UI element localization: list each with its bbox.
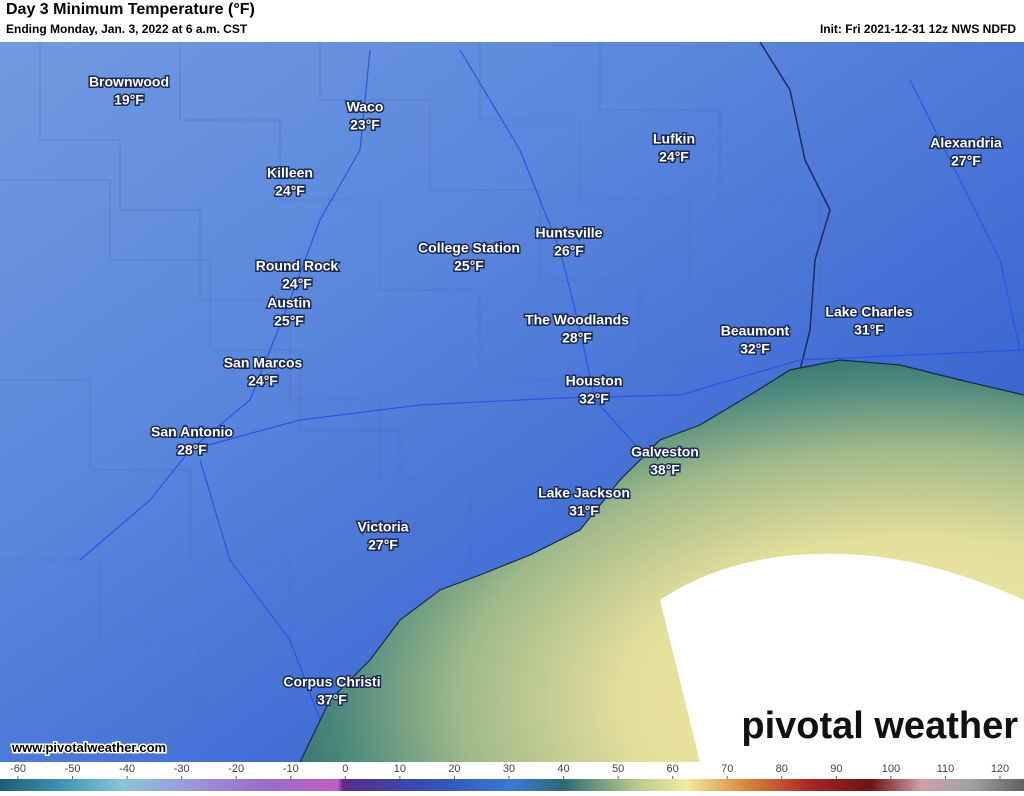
colorbar-tick-label: 10	[394, 763, 406, 775]
off-scale-area	[660, 553, 1024, 762]
city-temp: 32°F	[740, 341, 770, 357]
colorbar-tick-label: -40	[119, 763, 135, 775]
colorbar-tick-label: -30	[174, 763, 190, 775]
city-temp: 28°F	[177, 442, 207, 458]
city-temp: 38°F	[650, 462, 680, 478]
city-name: Lake Charles	[825, 304, 912, 320]
header-bar	[0, 0, 1024, 42]
colorbar-tick-label: 0	[342, 763, 348, 775]
city-temp: 25°F	[454, 258, 484, 274]
city-temp: 31°F	[854, 322, 884, 338]
colorbar-tick-label: -50	[65, 763, 81, 775]
colorbar-tick-label: 50	[612, 763, 624, 775]
city-name: Round Rock	[256, 258, 339, 274]
city-temp: 37°F	[317, 692, 347, 708]
colorbar-tick-label: -10	[283, 763, 299, 775]
city-name: The Woodlands	[525, 312, 629, 328]
city-name: College Station	[418, 240, 520, 256]
city-temp: 27°F	[951, 153, 981, 169]
city-name: Alexandria	[930, 135, 1002, 151]
city-name: Lufkin	[653, 131, 695, 147]
colorbar-tick-label: 100	[882, 763, 900, 775]
city-temp: 24°F	[282, 276, 312, 292]
city-temp: 19°F	[114, 92, 144, 108]
colorbar-tick-label: 70	[721, 763, 733, 775]
city-name: Waco	[347, 99, 384, 115]
city-temp: 23°F	[350, 117, 380, 133]
city-name: Galveston	[631, 444, 699, 460]
city-name: Killeen	[267, 165, 313, 181]
colorbar-tick-label: 40	[557, 763, 569, 775]
coastline	[299, 359, 1024, 763]
city-name: Lake Jackson	[538, 485, 630, 501]
city-temp: 27°F	[368, 537, 398, 553]
highways	[79, 49, 1024, 721]
city-name: Beaumont	[721, 323, 790, 339]
colorbar-tick-label: -60	[10, 763, 26, 775]
city-name: San Antonio	[151, 424, 233, 440]
colorbar-tick-label: 90	[830, 763, 842, 775]
city-name: Huntsville	[536, 225, 603, 241]
city-temp: 24°F	[275, 183, 305, 199]
city-name: Houston	[566, 373, 623, 389]
subtitle: Ending Monday, Jan. 3, 2022 at 6 a.m. CS…	[6, 22, 248, 36]
city-name: San Marcos	[224, 355, 303, 371]
colorbar-tick-label: -20	[228, 763, 244, 775]
city-temp: 31°F	[569, 503, 599, 519]
colorbar-tick-label: 20	[448, 763, 460, 775]
city-name: Brownwood	[89, 74, 169, 90]
colorbar-tick-label: 80	[776, 763, 788, 775]
init-time: Init: Fri 2021-12-31 12z NWS NDFD	[820, 22, 1016, 36]
city-name: Victoria	[357, 519, 408, 535]
city-temp: 25°F	[274, 313, 304, 329]
city-temp: 24°F	[248, 373, 278, 389]
title: Day 3 Minimum Temperature (°F)	[6, 1, 255, 18]
colorbar-tick-label: 60	[667, 763, 679, 775]
site-url: www.pivotalweather.com	[11, 740, 166, 755]
state-border	[759, 41, 831, 371]
colorbar	[0, 779, 1024, 791]
county-lines	[0, 42, 921, 721]
city-temp: 24°F	[659, 149, 689, 165]
brand-logo: pivotal weather	[741, 705, 1018, 747]
city-name: Austin	[267, 295, 311, 311]
city-temp: 32°F	[579, 391, 609, 407]
city-temp: 28°F	[562, 330, 592, 346]
city-name: Corpus Christi	[283, 674, 380, 690]
colorbar-tick-label: 30	[503, 763, 515, 775]
city-temp: 26°F	[554, 243, 584, 259]
colorbar-tick-label: 120	[991, 763, 1009, 775]
colorbar-tick-label: 110	[937, 763, 955, 775]
